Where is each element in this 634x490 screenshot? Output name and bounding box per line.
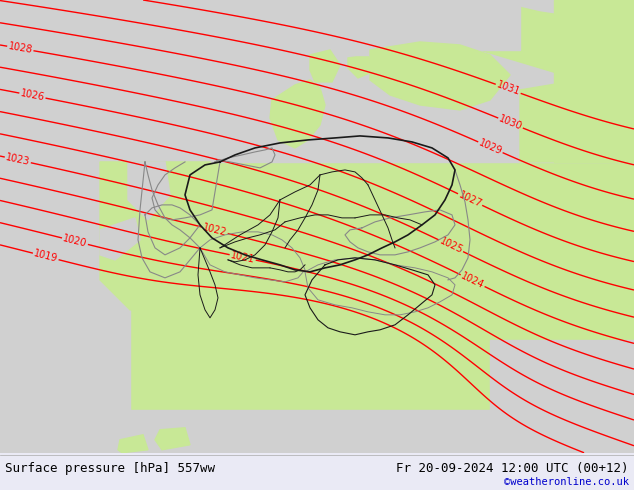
Text: 1028: 1028 [8, 42, 34, 55]
Text: 1022: 1022 [202, 222, 228, 238]
Text: Surface pressure [hPa] 557ww: Surface pressure [hPa] 557ww [5, 462, 215, 475]
Polygon shape [0, 410, 490, 453]
Polygon shape [0, 453, 634, 490]
Text: 1026: 1026 [20, 88, 46, 103]
Text: 1027: 1027 [456, 190, 483, 209]
Polygon shape [348, 55, 372, 78]
Text: 1030: 1030 [497, 114, 524, 132]
Text: 1024: 1024 [460, 271, 486, 291]
Text: 1029: 1029 [477, 138, 503, 157]
Polygon shape [100, 162, 230, 310]
Polygon shape [490, 340, 634, 453]
Polygon shape [155, 428, 190, 450]
Polygon shape [0, 162, 130, 453]
Polygon shape [0, 0, 634, 162]
Polygon shape [340, 0, 430, 55]
Text: 1019: 1019 [32, 248, 59, 264]
Polygon shape [118, 435, 148, 453]
Text: 1031: 1031 [495, 80, 521, 98]
Text: Fr 20-09-2024 12:00 UTC (00+12): Fr 20-09-2024 12:00 UTC (00+12) [396, 462, 629, 475]
Polygon shape [128, 162, 170, 220]
Text: 1021: 1021 [230, 250, 256, 265]
Text: ©weatheronline.co.uk: ©weatheronline.co.uk [504, 477, 629, 487]
Polygon shape [310, 50, 340, 82]
Polygon shape [400, 0, 520, 50]
Polygon shape [554, 0, 634, 162]
Polygon shape [430, 0, 634, 90]
Polygon shape [370, 42, 510, 110]
Polygon shape [270, 80, 325, 148]
Polygon shape [0, 0, 634, 453]
Text: 1020: 1020 [61, 233, 88, 249]
Polygon shape [520, 80, 634, 162]
Text: 1023: 1023 [4, 152, 31, 168]
Polygon shape [100, 218, 140, 260]
Text: 1025: 1025 [437, 236, 464, 256]
